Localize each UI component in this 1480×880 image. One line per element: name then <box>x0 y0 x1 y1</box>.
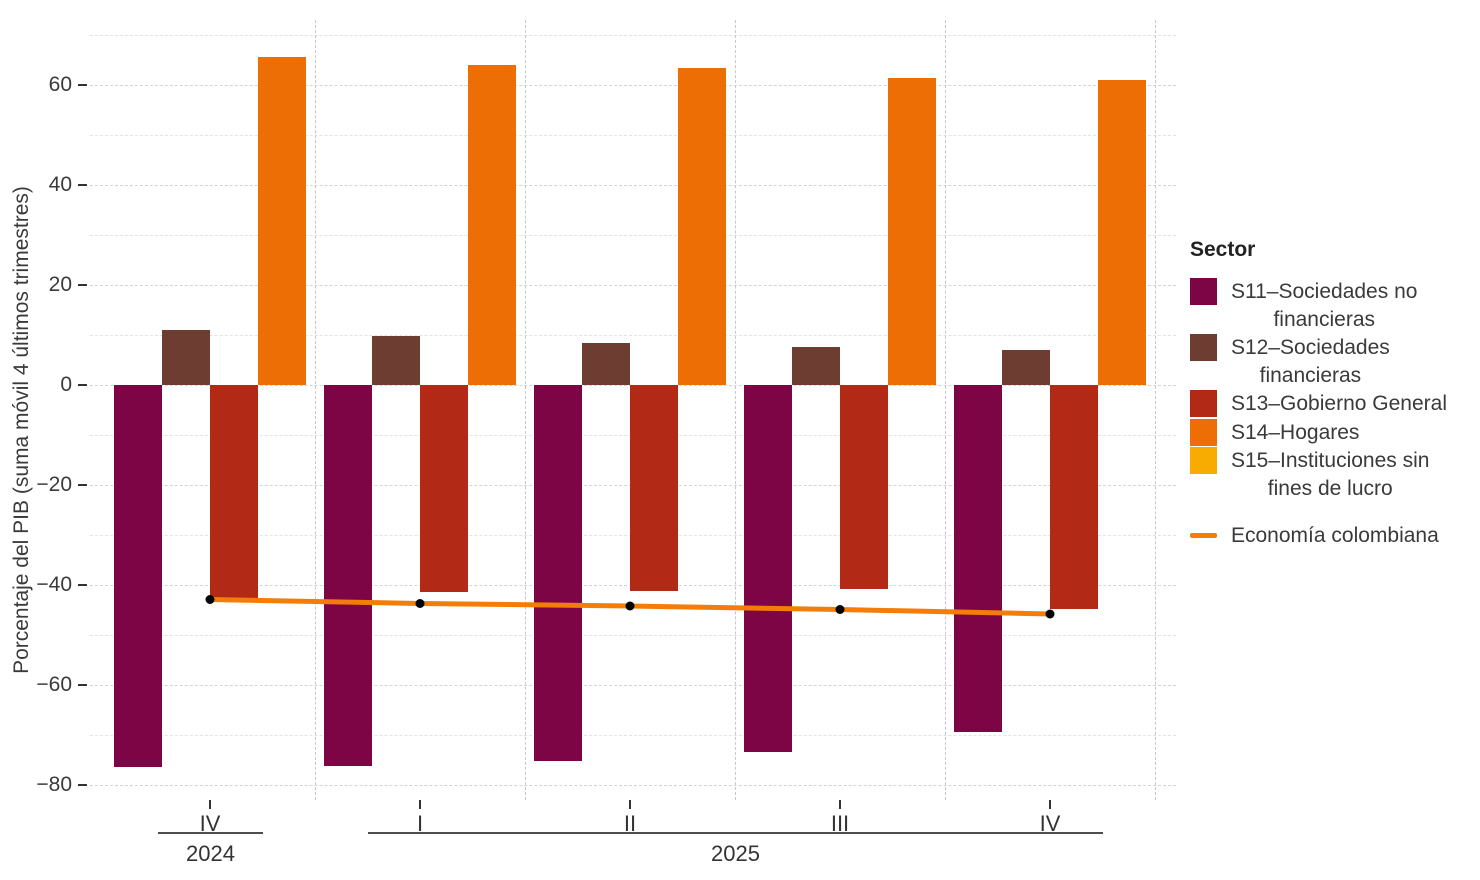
x-quarter-label: IV <box>199 811 221 836</box>
bar-S11 <box>324 385 372 766</box>
legend-item-label: Economía colombiana <box>1231 524 1439 547</box>
legend-items: S11–Sociedades no financieras S12–Socieda… <box>1190 278 1478 550</box>
economy-line-point <box>415 599 425 608</box>
bar-S13 <box>840 385 888 589</box>
gridline-y <box>90 734 1176 736</box>
x-year-line <box>158 832 263 834</box>
legend-color-swatch <box>1190 278 1217 305</box>
bar-S13 <box>210 385 258 602</box>
legend-item-label: S12–Sociedades financieras <box>1231 336 1390 387</box>
y-tick-label: −60 <box>36 673 72 696</box>
bar-S14 <box>888 77 936 385</box>
bar-S11 <box>744 385 792 752</box>
gridline-y <box>90 184 1176 186</box>
legend-item-label: S11–Sociedades no financieras <box>1231 280 1418 331</box>
y-tick-label: −40 <box>36 573 72 596</box>
y-tick-label: 40 <box>48 173 72 196</box>
legend-line-swatch <box>1190 522 1217 549</box>
gridline-y <box>90 84 1176 86</box>
legend-item-label: S15–Instituciones sin fines de lucro <box>1231 449 1430 500</box>
bar-S13 <box>420 385 468 592</box>
y-tick-label: 60 <box>48 73 72 96</box>
bar-S12 <box>372 335 420 385</box>
bar-S14 <box>1098 79 1146 385</box>
legend-item: S12–Sociedades financieras <box>1190 334 1478 389</box>
x-tick-mark <box>1049 800 1051 809</box>
bar-S14 <box>468 65 516 385</box>
gridline-x <box>314 20 316 800</box>
legend-title: Sector <box>1190 238 1256 261</box>
x-year-line <box>368 832 1103 834</box>
y-tick-mark <box>78 284 87 286</box>
bar-S13 <box>1050 385 1098 609</box>
y-tick-label: 0 <box>60 373 72 396</box>
y-tick-mark <box>78 184 87 186</box>
gridline-y <box>90 134 1176 136</box>
economy-line-point <box>835 605 845 614</box>
x-tick-mark <box>209 800 211 809</box>
legend-color-swatch <box>1190 418 1217 446</box>
gridline-y <box>90 784 1176 786</box>
legend-item-label: S13–Gobierno General <box>1231 392 1447 415</box>
bar-S11 <box>534 385 582 761</box>
bar-S12 <box>792 346 840 385</box>
y-tick-mark <box>78 584 87 586</box>
legend-item: Economía colombiana <box>1190 522 1478 550</box>
gridline-x <box>524 20 526 800</box>
gridline-x <box>734 20 736 800</box>
bar-S12 <box>582 342 630 385</box>
x-quarter-label: II <box>623 811 637 836</box>
gridline-y <box>90 334 1176 336</box>
y-tick-label: 20 <box>48 273 72 296</box>
y-tick-mark <box>78 384 87 386</box>
x-quarter-label: III <box>830 811 850 836</box>
gridline-y <box>90 34 1176 36</box>
bar-S11 <box>954 385 1002 732</box>
x-tick-mark <box>629 800 631 809</box>
y-tick-mark <box>78 84 87 86</box>
legend-color-swatch <box>1190 447 1217 474</box>
line-swatch-icon <box>1190 533 1217 538</box>
x-tick-mark <box>839 800 841 809</box>
x-year-label: 2024 <box>186 841 235 866</box>
legend-item: S11–Sociedades no financieras <box>1190 278 1478 333</box>
legend-item: S14–Hogares <box>1190 418 1478 447</box>
x-quarter-label: IV <box>1039 811 1061 836</box>
bar-S14 <box>678 67 726 385</box>
y-tick-mark <box>78 484 87 486</box>
bar-S13 <box>630 385 678 591</box>
y-tick-label: −20 <box>36 473 72 496</box>
legend-item-label: S14–Hogares <box>1231 420 1360 444</box>
x-tick-mark <box>419 800 421 809</box>
gridline-y <box>90 234 1176 236</box>
legend-color-swatch <box>1190 390 1217 417</box>
economy-line-point <box>205 595 215 604</box>
y-tick-mark <box>78 684 87 686</box>
x-quarter-label: I <box>416 811 424 836</box>
gridline-y <box>90 684 1176 686</box>
legend: Sector S11–Sociedades no financieras S12–… <box>1190 238 1478 551</box>
legend-item: S13–Gobierno General <box>1190 390 1478 418</box>
bar-S14 <box>258 56 306 385</box>
economy-line-point <box>625 601 635 611</box>
gridline-x <box>944 20 946 800</box>
bar-S11 <box>114 385 162 767</box>
legend-color-swatch <box>1190 334 1217 361</box>
gridline-y <box>90 634 1176 636</box>
bar-S12 <box>162 330 210 385</box>
bar-S12 <box>1002 349 1050 385</box>
economy-line-point <box>1045 609 1055 619</box>
x-year-label: 2025 <box>711 841 760 866</box>
legend-item: S15–Instituciones sin fines de lucro <box>1190 447 1478 502</box>
gridline-y <box>90 284 1176 286</box>
gridline-x <box>1154 20 1156 800</box>
y-tick-label: −80 <box>36 773 72 796</box>
y-tick-mark <box>78 784 87 786</box>
